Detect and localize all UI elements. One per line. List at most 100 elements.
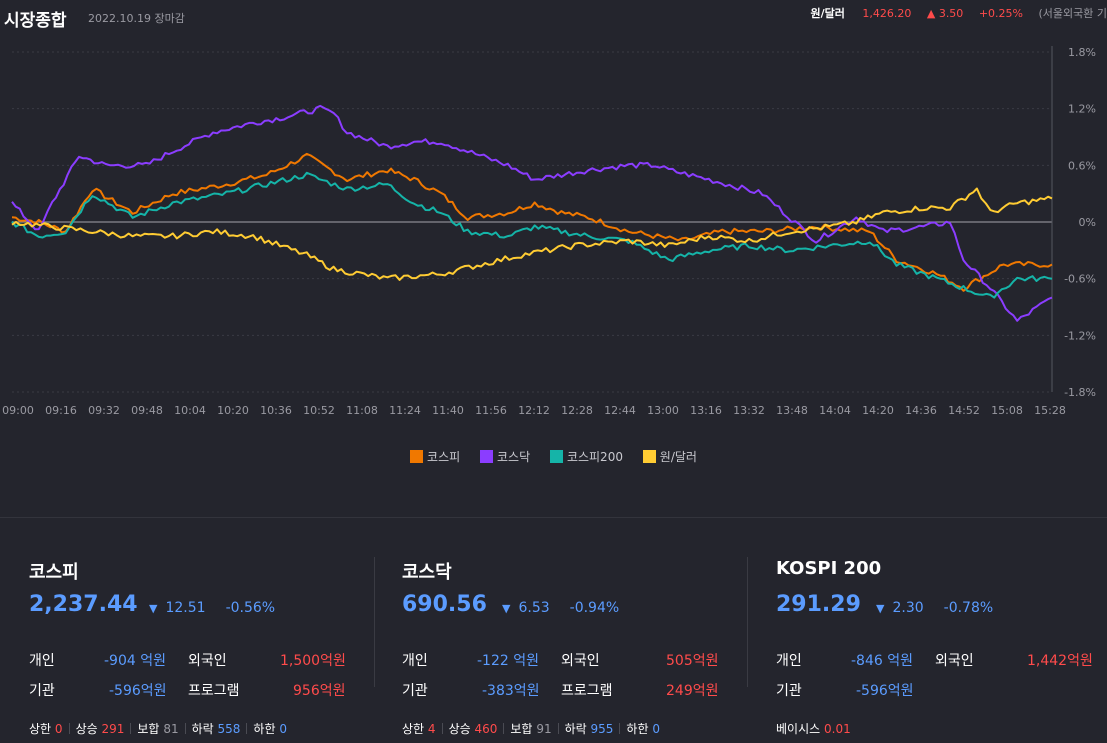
x-tick-label: 11:40: [432, 404, 464, 417]
investor-label: 개인: [402, 653, 428, 669]
fx-label: 원/달러: [810, 7, 845, 20]
index-change: ▼ 2.30 -0.78%: [876, 600, 993, 616]
investor-value: -846 억원: [851, 653, 913, 669]
down-triangle-icon: ▼: [876, 602, 885, 615]
x-tick-label: 11:56: [475, 404, 507, 417]
x-tick-label: 09:00: [2, 404, 34, 417]
x-tick-label: 10:20: [217, 404, 249, 417]
legend-swatch: [642, 450, 656, 463]
index-name[interactable]: 코스닥: [402, 562, 452, 583]
stat-label: 상승: [75, 722, 98, 736]
x-tick-label: 15:28: [1034, 404, 1066, 417]
stat-value: 460: [474, 722, 498, 736]
index-change: ▼ 6.53 -0.94%: [502, 600, 619, 616]
advance-decline-stats: 상한 0 상승 291 보합 81 하락 558 하한 0: [29, 720, 287, 737]
series-line-1: [11, 104, 1053, 322]
legend-label: 코스피200: [566, 450, 623, 464]
x-tick-label: 14:52: [948, 404, 980, 417]
change-pct: -0.56%: [225, 600, 276, 616]
change-amount: 12.51: [165, 600, 206, 616]
investor-value: 249억원: [666, 683, 719, 699]
x-tick-label: 13:32: [733, 404, 765, 417]
stat-value: 91: [536, 722, 552, 736]
y-tick-label: 1.8%: [1068, 46, 1096, 59]
investor-label: 프로그램: [188, 683, 240, 699]
stat-label: 상한: [402, 722, 425, 736]
x-tick-label: 10:52: [303, 404, 335, 417]
x-tick-label: 09:16: [45, 404, 77, 417]
investor-label: 외국인: [188, 653, 227, 669]
legend-label: 코스피: [427, 450, 461, 464]
change-pct: -0.78%: [943, 600, 994, 616]
advance-decline-stats: 상한 4 상승 460 보합 91 하락 955 하한 0: [402, 720, 660, 737]
investor-label: 기관: [29, 683, 55, 699]
legend-swatch: [410, 450, 424, 463]
x-tick-label: 12:12: [518, 404, 550, 417]
page-title: 시장종합: [4, 11, 67, 31]
index-change: ▼ 12.51 -0.56%: [149, 600, 275, 616]
x-tick-label: 14:04: [819, 404, 851, 417]
investor-label: 외국인: [561, 653, 600, 669]
fx-value: 1,426.20: [862, 7, 912, 20]
x-tick-label: 15:08: [991, 404, 1023, 417]
stat-label: 상한: [29, 722, 52, 736]
legend-item-kospi200[interactable]: 코스피200: [549, 448, 623, 465]
stat-value: 81: [163, 722, 179, 736]
legend-item-kospi[interactable]: 코스피: [410, 448, 460, 465]
stat-label: 하락: [191, 722, 214, 736]
investor-label: 기관: [776, 683, 802, 699]
change-pct: -0.94%: [569, 600, 620, 616]
y-tick-label: 1.2%: [1068, 103, 1096, 116]
series-line-2: [11, 171, 1053, 299]
index-name[interactable]: 코스피: [29, 562, 79, 583]
legend-item-usdkrw[interactable]: 원/달러: [642, 448, 697, 465]
change-amount: 6.53: [518, 600, 550, 616]
investor-value: 1,500억원: [280, 653, 346, 669]
stat-value: 4: [427, 722, 436, 736]
x-tick-label: 12:28: [561, 404, 593, 417]
investor-value: 505억원: [666, 653, 719, 669]
y-tick-label: -1.8%: [1064, 386, 1096, 399]
x-tick-label: 13:16: [690, 404, 722, 417]
legend-item-kosdaq[interactable]: 코스닥: [479, 448, 531, 465]
investor-value: 956억원: [293, 683, 346, 699]
down-triangle-icon: ▼: [149, 602, 158, 615]
change-amount: 2.30: [892, 600, 924, 616]
stat-label: 보합: [137, 722, 160, 736]
investor-value: -904 억원: [104, 653, 166, 669]
investor-label: 개인: [29, 653, 55, 669]
stat-value: 955: [590, 722, 614, 736]
fx-summary: 원/달러 1,426.20 ▲ 3.50 +0.25% (서울외국환 기: [810, 5, 1107, 21]
x-tick-label: 11:24: [389, 404, 421, 417]
legend-swatch: [479, 450, 493, 463]
fx-note: (서울외국환 기: [1038, 7, 1107, 20]
index-value: 291.29: [776, 592, 861, 617]
legend-swatch: [549, 450, 563, 463]
panel-separator: [374, 557, 375, 687]
investor-label: 기관: [402, 683, 428, 699]
legend-label: 코스닥: [496, 450, 531, 464]
investor-label: 외국인: [935, 653, 974, 669]
stat-label: 하락: [564, 722, 587, 736]
index-name[interactable]: KOSPI 200: [776, 558, 882, 579]
x-tick-label: 09:32: [88, 404, 120, 417]
x-tick-label: 10:36: [260, 404, 292, 417]
chart-legend: 코스피 코스닥 코스피200 원/달러: [0, 448, 1107, 465]
x-tick-label: 13:00: [647, 404, 679, 417]
legend-label: 원/달러: [659, 450, 697, 464]
market-date: 2022.10.19 장마감: [88, 12, 185, 25]
x-tick-label: 13:48: [776, 404, 808, 417]
x-tick-label: 11:08: [346, 404, 378, 417]
x-tick-label: 10:04: [174, 404, 206, 417]
investor-value: -122 억원: [477, 653, 539, 669]
section-divider: [0, 517, 1107, 518]
stat-value: 0: [54, 722, 63, 736]
fx-change: ▲ 3.50: [926, 7, 964, 20]
index-value: 690.56: [402, 592, 487, 617]
index-value: 2,237.44: [29, 592, 138, 617]
stat-label: 보합: [510, 722, 533, 736]
stat-label: 하한: [253, 722, 276, 736]
investor-label: 프로그램: [561, 683, 613, 699]
y-tick-label: 0.6%: [1068, 159, 1096, 172]
top-bar: 시장종합 2022.10.19 장마감 원/달러 1,426.20 ▲ 3.50…: [0, 0, 1107, 36]
